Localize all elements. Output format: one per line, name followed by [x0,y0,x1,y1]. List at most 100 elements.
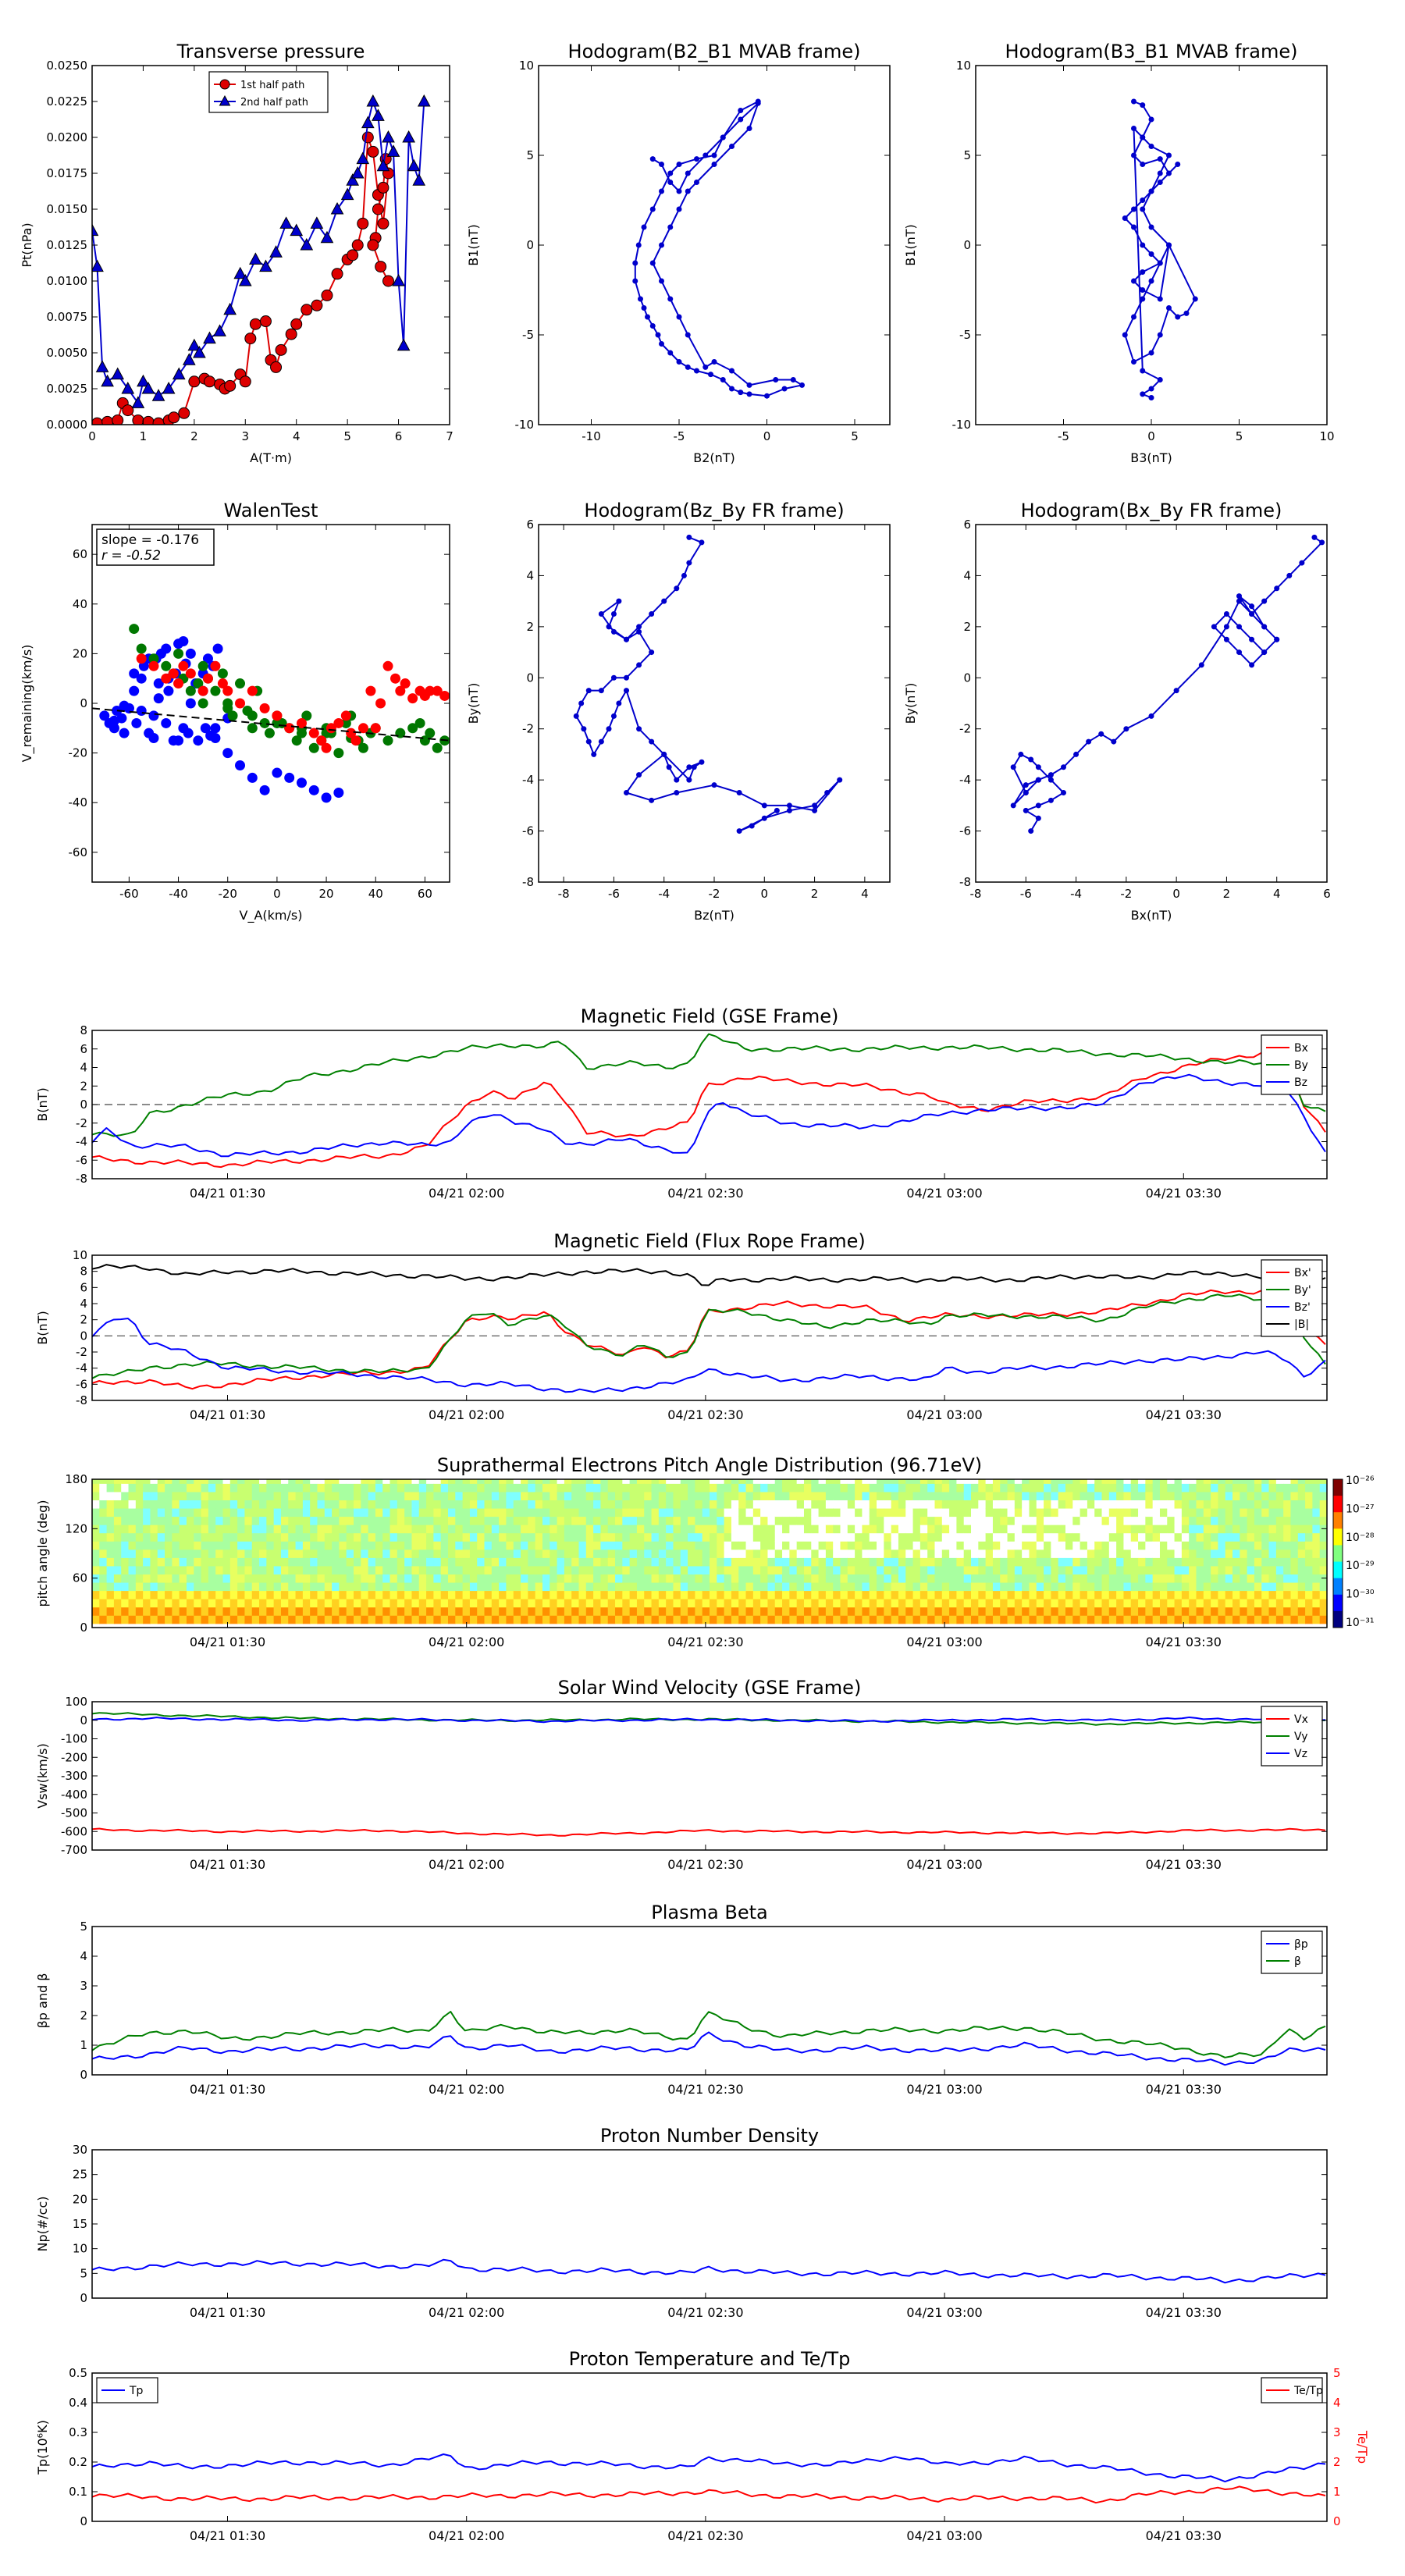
heatmap-cell [1138,1500,1146,1509]
heatmap-cell [404,1615,413,1624]
heatmap-cell [1022,1507,1030,1517]
heatmap-cell [985,1574,994,1583]
heatmap-cell [1108,1615,1117,1624]
heatmap-cell [934,1582,943,1592]
y-tick-label: -300 [61,1769,87,1783]
heatmap-cell [469,1599,478,1608]
heatmap-cell [941,1615,950,1624]
heatmap-cell [557,1615,565,1624]
heatmap-cell [992,1590,1001,1599]
heatmap-cell [106,1532,115,1542]
heatmap-cell [1087,1590,1095,1599]
heatmap-cell [150,1565,158,1574]
heatmap-cell [869,1479,877,1484]
heatmap-cell [440,1541,449,1550]
heatmap-cell [324,1590,333,1599]
heatmap-cell [877,1557,884,1567]
heatmap-cell [695,1491,703,1500]
heatmap-cell [1167,1615,1176,1624]
heatmap-cell [513,1483,521,1493]
heatmap-cell [782,1599,790,1608]
heatmap-cell [229,1500,238,1509]
heatmap-cell [1029,1599,1037,1608]
heatmap-cell [251,1574,260,1583]
y-tick-label: -6 [76,1377,87,1391]
heatmap-cell [956,1557,965,1567]
heatmap-cell [571,1565,580,1574]
heatmap-cell [302,1565,311,1574]
heatmap-cell [585,1479,594,1484]
heatmap-cell [622,1606,631,1616]
heatmap-cell [1044,1574,1051,1583]
legend-label: By' [1294,1284,1311,1297]
heatmap-cell [825,1483,834,1493]
heatmap-cell [462,1590,471,1599]
hodogram-point [711,782,717,788]
heatmap-cell [833,1541,841,1550]
series-line [92,2453,1326,2483]
heatmap-cell [1268,1507,1277,1517]
heatmap-cell [578,1541,587,1550]
hodogram-point [674,777,680,783]
heatmap-cell [411,1582,420,1592]
heatmap-cell [528,1549,536,1558]
y-axis-label: By(nT) [903,683,918,724]
heatmap-cell [1218,1507,1226,1517]
y-tick-label: -8 [76,1172,87,1186]
heatmap-cell [1014,1590,1023,1599]
data-point-triangle [346,173,360,186]
heatmap-cell [157,1479,165,1484]
heatmap-cell [869,1606,877,1616]
heatmap-cell [1036,1565,1044,1574]
heatmap-cell [1051,1615,1059,1624]
heatmap-cell [578,1525,587,1534]
heatmap-cell [92,1599,100,1608]
heatmap-cell [710,1557,717,1567]
heatmap-cell [1218,1549,1226,1558]
heatmap-cell [585,1549,594,1558]
series-line [92,1033,1326,1137]
heatmap-cell [1174,1615,1183,1624]
heatmap-cell [528,1483,536,1493]
heatmap-cell [1072,1541,1081,1550]
heatmap-cell [99,1582,108,1592]
y-tick-label: 0.0075 [47,310,88,324]
heatmap-cell [404,1525,413,1534]
heatmap-cell [796,1541,805,1550]
data-point-circle [168,411,180,424]
heatmap-cell [1094,1599,1103,1608]
heatmap-cell [702,1565,710,1574]
y-tick-label: -8 [959,875,971,889]
data-point-circle [152,417,165,425]
heatmap-cell [469,1525,478,1534]
heatmap-cell [194,1615,202,1624]
heatmap-cell [447,1541,456,1550]
y-tick-label: 4 [80,1297,87,1311]
heatmap-cell [143,1615,151,1624]
legend: Bx'By'Bz'|B| [1261,1259,1323,1337]
heatmap-cell [1247,1479,1255,1484]
heatmap-cell [157,1507,165,1517]
plot-area [92,1264,1327,1393]
heatmap-cell [1123,1574,1132,1583]
heatmap-cell [462,1532,471,1542]
heatmap-cell [317,1582,325,1592]
series-line [92,1827,1326,1837]
legend: βpβ [1261,1930,1323,1974]
heatmap-cell [208,1507,216,1517]
heatmap-cell [244,1516,253,1525]
scatter-point [296,717,307,728]
heatmap-cell [1123,1483,1132,1493]
heatmap-cell [346,1615,354,1624]
heatmap-cell [1145,1491,1154,1500]
heatmap-cell [847,1565,855,1574]
heatmap-cell [229,1574,238,1583]
heatmap-cell [877,1615,884,1624]
scatter-point [99,710,110,721]
heatmap-cell [354,1574,361,1583]
heatmap-cell [636,1590,645,1599]
heatmap-cell [912,1582,921,1592]
hodogram-point [1140,269,1146,275]
heatmap-cell [695,1590,703,1599]
heatmap-cell [1203,1565,1211,1574]
